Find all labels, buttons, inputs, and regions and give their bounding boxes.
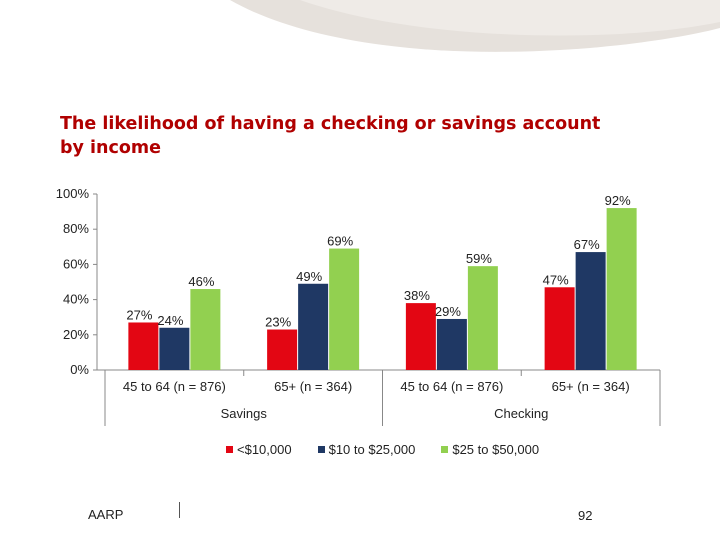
bar-value-label: 47% (543, 272, 569, 287)
header-swoosh-decoration (230, 0, 720, 52)
chart-legend: <$10,000 $10 to $25,000 $25 to $50,000 (226, 442, 539, 457)
y-tick-label: 20% (63, 327, 89, 342)
bar (298, 283, 329, 370)
bar-value-label: 46% (188, 274, 214, 289)
legend-label-10k-25k: $10 to $25,000 (328, 442, 416, 457)
bar (128, 322, 159, 370)
bar (467, 266, 498, 370)
bar (575, 252, 606, 370)
x-group-label: Savings (221, 406, 268, 421)
page-number: 92 (578, 508, 593, 523)
legend-item-10k-25k: $10 to $25,000 (317, 442, 416, 457)
legend-label-under-10k: <$10,000 (237, 442, 292, 457)
footer-divider (179, 502, 180, 518)
bar (267, 329, 298, 370)
chart-title: The likelihood of having a checking or s… (60, 112, 680, 160)
x-category-label: 65+ (n = 364) (274, 379, 352, 394)
bar-value-label: 69% (327, 234, 353, 249)
legend-swatch-10k-25k (317, 446, 325, 453)
bar (329, 248, 360, 370)
x-category-label: 45 to 64 (n = 876) (400, 379, 503, 394)
chart-title-line-1: The likelihood of having a checking or s… (60, 114, 601, 134)
bar (436, 318, 467, 370)
x-category-label: 45 to 64 (n = 876) (123, 379, 226, 394)
bar-value-label: 38% (404, 288, 430, 303)
y-tick-label: 0% (70, 362, 89, 377)
bar-value-label: 49% (296, 269, 322, 284)
footer-logo-text: AARP (88, 507, 124, 522)
bar (190, 289, 221, 370)
chart-title-line-2: by income (60, 138, 161, 158)
legend-item-25k-50k: $25 to $50,000 (441, 442, 539, 457)
bar-value-label: 67% (574, 237, 600, 252)
x-category-label: 65+ (n = 364) (552, 379, 630, 394)
bar (405, 303, 436, 370)
legend-label-25k-50k: $25 to $50,000 (452, 442, 540, 457)
legend-swatch-under-10k (226, 446, 233, 453)
bar-value-label: 29% (435, 304, 461, 319)
bar-value-label: 92% (605, 193, 631, 208)
legend-swatch-25k-50k (441, 446, 449, 453)
bar (159, 327, 190, 370)
y-tick-label: 40% (63, 292, 89, 307)
legend-item-under-10k: <$10,000 (226, 442, 292, 457)
x-group-label: Checking (494, 406, 548, 421)
bar-value-label: 27% (126, 307, 152, 322)
bar (606, 208, 637, 370)
bar (544, 287, 575, 370)
bar-value-label: 59% (466, 251, 492, 266)
swoosh-shape-light (300, 0, 720, 36)
y-tick-label: 80% (63, 221, 89, 236)
y-tick-label: 100% (56, 186, 90, 201)
bar-value-label: 23% (265, 315, 291, 330)
bar-value-label: 24% (157, 313, 183, 328)
y-tick-label: 60% (63, 256, 89, 271)
